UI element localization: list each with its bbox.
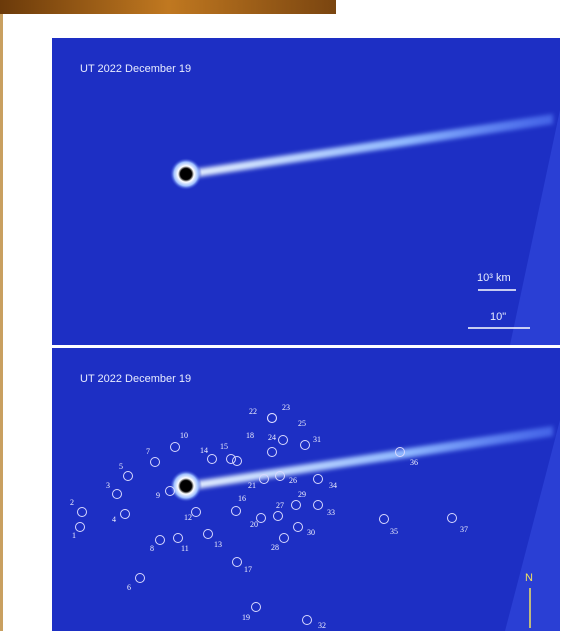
marker-label: 8 <box>150 544 154 553</box>
scale-km: 10³ km <box>477 272 511 284</box>
marker-label: 24 <box>268 433 276 442</box>
marker-label: 35 <box>390 527 398 536</box>
marker-label: 14 <box>200 446 208 455</box>
marker-label: 37 <box>460 525 468 534</box>
marker-label: 20 <box>250 520 258 529</box>
marker-label: 25 <box>298 419 306 428</box>
marker-label: 13 <box>214 540 222 549</box>
marker-label: 31 <box>313 435 321 444</box>
marker-label: 5 <box>119 462 123 471</box>
marker-label: 23 <box>282 403 290 412</box>
panel-bottom: UT 2022 December 19 N 123456789101112131… <box>52 348 560 631</box>
marker-label: 4 <box>112 515 116 524</box>
marker-label: 22 <box>249 407 257 416</box>
marker-label: 10 <box>180 431 188 440</box>
marker-label: 15 <box>220 442 228 451</box>
marker-label: 36 <box>410 458 418 467</box>
marker-label: 2 <box>70 498 74 507</box>
marker-label: 1 <box>72 531 76 540</box>
comet-head <box>170 158 202 190</box>
marker-label: 27 <box>276 501 284 510</box>
marker-label: 11 <box>181 544 189 553</box>
marker-label: 17 <box>244 565 252 574</box>
marker-label: 7 <box>146 447 150 456</box>
marker-label: 34 <box>329 481 337 490</box>
marker-label: 18 <box>246 431 254 440</box>
marker-label: 33 <box>327 508 335 517</box>
north-label: N <box>525 572 533 584</box>
comet-head <box>170 470 202 502</box>
marker-label: 12 <box>184 513 192 522</box>
marker-label: 28 <box>271 543 279 552</box>
marker-label: 16 <box>238 494 246 503</box>
marker-label: 32 <box>318 621 326 630</box>
panel-top: UT 2022 December 19 10³ km 10" <box>52 38 560 345</box>
marker-label: 3 <box>106 481 110 490</box>
marker-label: 29 <box>298 490 306 499</box>
marker-label: 21 <box>248 481 256 490</box>
date-label: UT 2022 December 19 <box>80 373 191 385</box>
image-strip <box>0 0 336 14</box>
marker-label: 6 <box>127 583 131 592</box>
marker-label: 19 <box>242 613 250 622</box>
marker-label: 30 <box>307 528 315 537</box>
date-label: UT 2022 December 19 <box>80 63 191 75</box>
panel-bg <box>52 38 560 345</box>
marker-label: 9 <box>156 491 160 500</box>
scale-arcsec: 10" <box>490 311 506 323</box>
screenshot: UT 2022 December 19 10³ km 10" UT 2022 D… <box>0 0 573 631</box>
border <box>0 14 3 631</box>
marker-label: 26 <box>289 476 297 485</box>
